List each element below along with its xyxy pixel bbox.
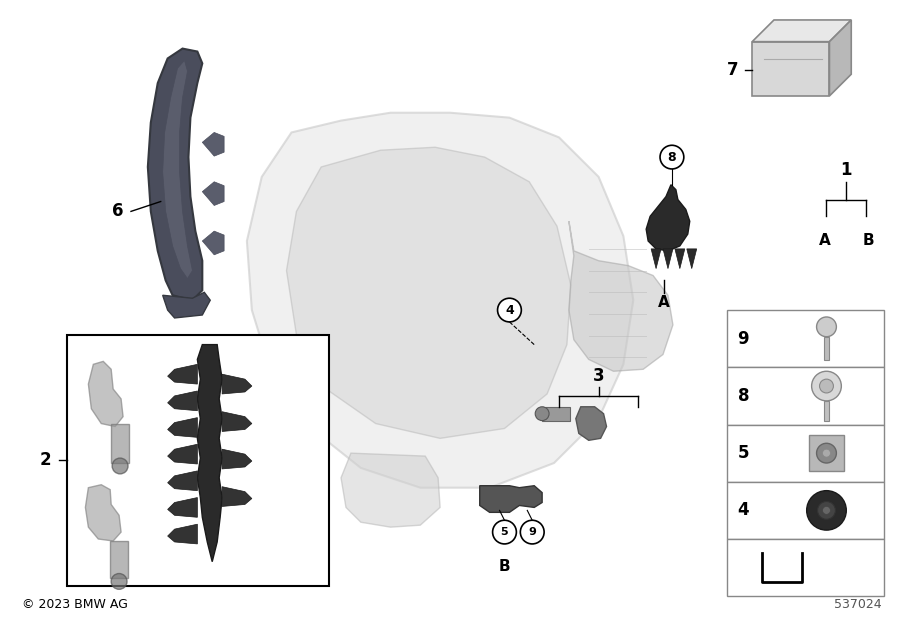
Circle shape: [498, 298, 521, 322]
Polygon shape: [646, 185, 689, 251]
Bar: [542, 407, 570, 421]
Polygon shape: [163, 292, 211, 318]
Polygon shape: [167, 471, 197, 491]
Polygon shape: [247, 113, 634, 488]
Polygon shape: [687, 249, 697, 268]
Polygon shape: [651, 249, 661, 268]
Polygon shape: [202, 132, 224, 156]
Text: 8: 8: [737, 387, 749, 405]
Polygon shape: [167, 391, 197, 411]
Circle shape: [816, 444, 836, 463]
Polygon shape: [202, 231, 224, 255]
Polygon shape: [663, 249, 673, 268]
Text: 9: 9: [737, 329, 749, 348]
Polygon shape: [341, 453, 440, 527]
Circle shape: [492, 520, 517, 544]
Text: 4: 4: [505, 304, 514, 316]
Text: B: B: [862, 233, 874, 248]
Text: 7: 7: [726, 61, 738, 79]
Text: 3: 3: [593, 367, 605, 385]
Polygon shape: [222, 487, 252, 507]
Polygon shape: [197, 345, 222, 562]
Polygon shape: [286, 147, 571, 438]
Polygon shape: [480, 486, 542, 512]
Text: B: B: [499, 559, 510, 574]
Circle shape: [812, 371, 842, 401]
Circle shape: [823, 449, 831, 457]
Text: 6: 6: [112, 202, 124, 220]
Bar: [727, 482, 884, 539]
Circle shape: [820, 379, 833, 393]
Circle shape: [823, 507, 831, 514]
Polygon shape: [148, 49, 202, 301]
Polygon shape: [86, 484, 122, 541]
Text: © 2023 BMW AG: © 2023 BMW AG: [22, 598, 128, 611]
Text: 537024: 537024: [834, 598, 882, 611]
Text: A: A: [819, 233, 831, 248]
Text: 9: 9: [528, 527, 536, 537]
Bar: [110, 541, 128, 578]
Bar: [727, 367, 884, 425]
Text: 5: 5: [500, 527, 508, 537]
Text: A: A: [658, 295, 670, 310]
Polygon shape: [222, 374, 252, 394]
Polygon shape: [88, 362, 123, 427]
Bar: [727, 310, 884, 367]
Polygon shape: [222, 449, 252, 469]
Circle shape: [112, 573, 127, 589]
Bar: [808, 435, 844, 471]
Polygon shape: [830, 20, 851, 96]
Bar: [727, 539, 884, 596]
Circle shape: [112, 458, 128, 474]
Polygon shape: [167, 444, 197, 464]
Polygon shape: [675, 249, 685, 268]
Text: 4: 4: [737, 501, 749, 519]
Bar: [752, 42, 830, 96]
Polygon shape: [569, 221, 673, 371]
Bar: [727, 425, 884, 482]
Polygon shape: [576, 407, 607, 440]
Polygon shape: [167, 418, 197, 437]
Circle shape: [816, 317, 836, 336]
Text: 5: 5: [737, 444, 749, 462]
Bar: [824, 336, 830, 360]
Text: 8: 8: [668, 151, 676, 164]
Bar: [67, 335, 329, 587]
Circle shape: [806, 491, 846, 530]
Bar: [824, 401, 830, 421]
Text: 1: 1: [841, 161, 852, 179]
Polygon shape: [222, 411, 252, 432]
Polygon shape: [167, 524, 197, 544]
Bar: [112, 423, 129, 463]
Polygon shape: [163, 60, 193, 278]
Circle shape: [817, 501, 835, 519]
Polygon shape: [202, 182, 224, 205]
Circle shape: [660, 146, 684, 169]
Circle shape: [536, 407, 549, 421]
Polygon shape: [167, 364, 197, 384]
Circle shape: [520, 520, 544, 544]
Polygon shape: [752, 20, 851, 42]
Polygon shape: [167, 498, 197, 517]
Text: 2: 2: [40, 451, 51, 469]
